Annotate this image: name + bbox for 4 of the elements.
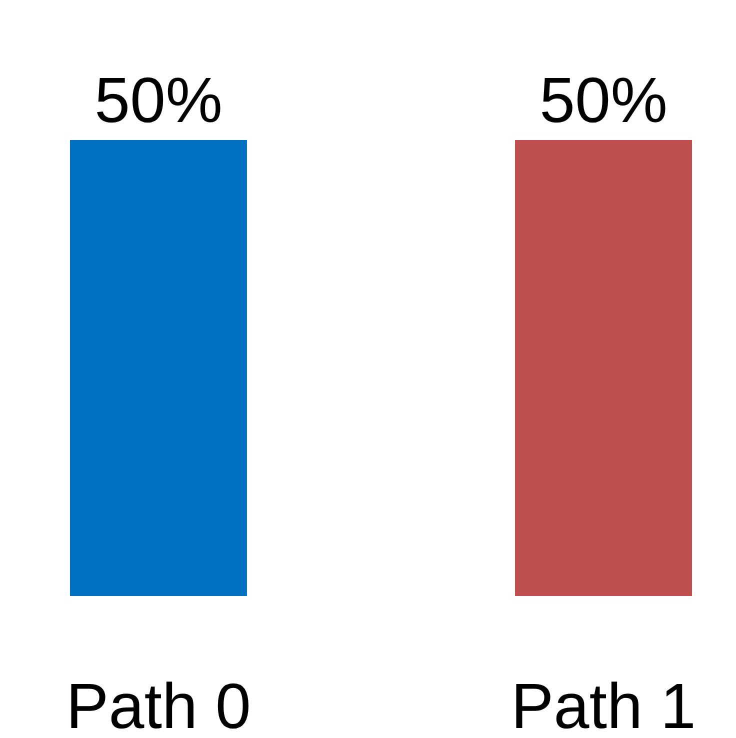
data-label: 50% bbox=[539, 64, 668, 136]
x-tick-label: Path 1 bbox=[510, 670, 696, 738]
x-tick-label: Path 0 bbox=[66, 670, 252, 738]
data-label: 50% bbox=[94, 64, 223, 136]
